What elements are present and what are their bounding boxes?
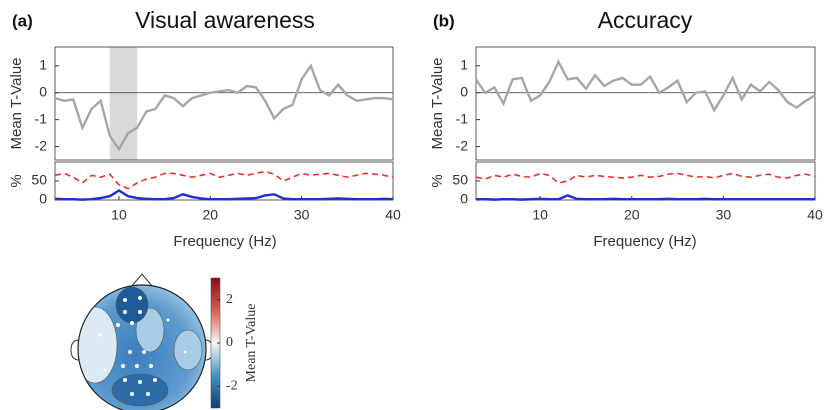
y-tick-label: 0 (39, 83, 47, 99)
y-tick-label: -1 (456, 110, 469, 126)
data-line (54, 189, 394, 201)
x-tick-label: 10 (532, 207, 548, 223)
axes-box (475, 161, 816, 201)
panel-label: (b) (433, 11, 455, 30)
y-tick-label: -2 (456, 137, 469, 153)
y-tick-label: 1 (460, 57, 468, 73)
data-line (475, 59, 816, 113)
y-tick-label: -2 (35, 137, 48, 153)
y-axis-label: % (429, 174, 446, 187)
y-axis-label: Mean T-Value (429, 58, 446, 150)
panel-label: (a) (12, 11, 33, 30)
chart-title: Visual awareness (135, 7, 315, 33)
x-axis-label: Frequency (Hz) (593, 233, 696, 250)
colorbar-tick-label: 0 (226, 335, 233, 350)
y-axis-label: Mean T-Value (8, 58, 25, 150)
electrodes (98, 296, 187, 396)
y-tick-label: 0 (39, 191, 47, 207)
y-tick-label: 0 (460, 83, 468, 99)
colorbar-tick-label: 2 (226, 292, 233, 307)
axes-box (475, 46, 816, 161)
x-tick-label: 10 (111, 207, 127, 223)
y-tick-label: 1 (39, 57, 47, 73)
data-line (54, 63, 394, 152)
y-tick-label: -1 (35, 110, 48, 126)
x-tick-label: 30 (716, 207, 732, 223)
x-axis-label: Frequency (Hz) (173, 233, 276, 250)
data-line (475, 172, 816, 184)
data-line (54, 170, 394, 190)
x-tick-label: 20 (624, 207, 640, 223)
axes-box (54, 46, 394, 161)
x-tick-label: 20 (203, 207, 219, 223)
x-tick-label: 40 (807, 207, 823, 223)
topoplot (70, 273, 214, 410)
colorbar-tick-label: -2 (226, 379, 238, 394)
y-axis-label: % (8, 174, 25, 187)
y-tick-label: 50 (31, 172, 47, 188)
x-tick-label: 40 (385, 207, 401, 223)
data-line (476, 194, 815, 201)
y-tick-label: 50 (452, 172, 468, 188)
chart-title: Accuracy (598, 7, 693, 33)
x-tick-label: 30 (294, 207, 310, 223)
axes-box (54, 161, 394, 201)
topo-contours (78, 286, 203, 407)
colorbar-label: Mean T-Value (244, 304, 259, 383)
y-tick-label: 0 (460, 191, 468, 207)
